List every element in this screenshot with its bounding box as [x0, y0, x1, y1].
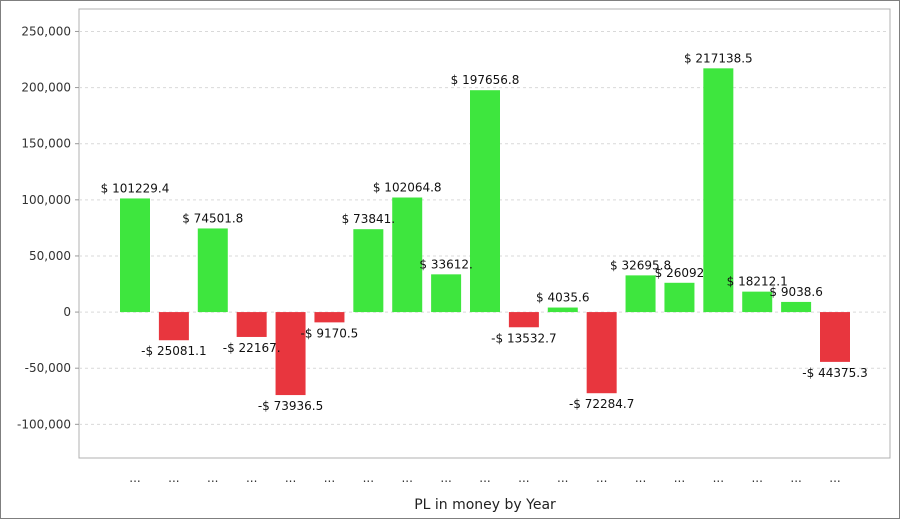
- bar[interactable]: [820, 312, 850, 362]
- bar[interactable]: [431, 274, 462, 313]
- x-tick-label: ...: [713, 471, 724, 485]
- data-label: -$ 73936.5: [258, 399, 323, 413]
- x-tick-label: ...: [363, 471, 374, 485]
- bar[interactable]: [508, 312, 539, 328]
- x-tick-label: ...: [829, 471, 840, 485]
- x-tick-label: ...: [246, 471, 257, 485]
- bar[interactable]: [353, 229, 384, 313]
- data-label: $ 26092: [655, 266, 705, 280]
- bar[interactable]: [197, 228, 228, 313]
- x-axis-title: PL in money by Year: [414, 497, 556, 513]
- bar[interactable]: [625, 275, 656, 313]
- data-label: $ 4035.6: [536, 291, 589, 305]
- bar[interactable]: [781, 301, 812, 313]
- y-tick-label: 0: [63, 305, 71, 319]
- data-label: $ 197656.8: [451, 73, 520, 87]
- x-tick-label: ...: [674, 471, 685, 485]
- data-label: -$ 72284.7: [569, 397, 634, 411]
- bar[interactable]: [120, 198, 150, 313]
- bar[interactable]: [664, 282, 695, 313]
- data-label: -$ 25081.1: [141, 344, 206, 358]
- data-label: $ 74501.8: [182, 211, 243, 225]
- data-label: -$ 13532.7: [491, 331, 556, 345]
- data-label: $ 217138.5: [684, 51, 753, 65]
- x-tick-label: ...: [168, 471, 179, 485]
- y-tick-label: 50,000: [29, 249, 71, 263]
- data-label: $ 32695.8: [610, 258, 671, 272]
- data-label: $ 73841.: [342, 212, 395, 226]
- bar[interactable]: [158, 312, 189, 341]
- x-tick-label: ...: [596, 471, 607, 485]
- data-label: -$ 9170.5: [301, 326, 359, 340]
- bar[interactable]: [314, 312, 345, 323]
- bars: [120, 68, 850, 396]
- y-tick-label: -100,000: [17, 417, 71, 431]
- x-tick-label: ...: [285, 471, 296, 485]
- x-tick-label: ...: [129, 471, 140, 485]
- y-tick-label: 100,000: [21, 193, 71, 207]
- y-tick-label: 250,000: [21, 24, 71, 38]
- x-tick-label: ...: [790, 471, 801, 485]
- data-label: $ 9038.6: [769, 285, 822, 299]
- data-label: $ 102064.8: [373, 181, 442, 195]
- bar[interactable]: [703, 68, 734, 313]
- x-tick-label: ...: [324, 471, 335, 485]
- bar[interactable]: [742, 291, 773, 313]
- x-tick-label: ...: [635, 471, 646, 485]
- data-labels: $ 101229.4 -$ 25081.1 $ 74501.8 -$ 22167. -$…: [101, 51, 868, 413]
- y-tick-label: -50,000: [25, 361, 71, 375]
- x-tick-label: ...: [479, 471, 490, 485]
- data-label: -$ 44375.3: [802, 366, 867, 380]
- x-tick-label: ...: [401, 471, 412, 485]
- x-tick-label: ...: [518, 471, 529, 485]
- data-label: -$ 22167.: [223, 341, 281, 355]
- y-tick-label: 150,000: [21, 137, 71, 151]
- data-label: $ 18212.1: [727, 275, 788, 289]
- x-tick-label: ...: [440, 471, 451, 485]
- x-tick-label: ...: [207, 471, 218, 485]
- data-label: $ 33612.: [419, 257, 472, 271]
- x-tick-label: ...: [557, 471, 568, 485]
- bar[interactable]: [275, 312, 306, 396]
- y-tick-label: 200,000: [21, 81, 71, 95]
- bar[interactable]: [470, 90, 500, 313]
- bar[interactable]: [547, 307, 578, 313]
- bar[interactable]: [236, 312, 267, 337]
- x-tick-label: ...: [751, 471, 762, 485]
- bar[interactable]: [586, 312, 617, 394]
- bar[interactable]: [392, 197, 423, 313]
- x-axis-ticks: ........................................…: [129, 471, 840, 485]
- data-label: $ 101229.4: [101, 181, 170, 195]
- y-axis-ticks: -100,000 -50,000 0 50,000 100,000 150,000 200,…: [17, 24, 79, 431]
